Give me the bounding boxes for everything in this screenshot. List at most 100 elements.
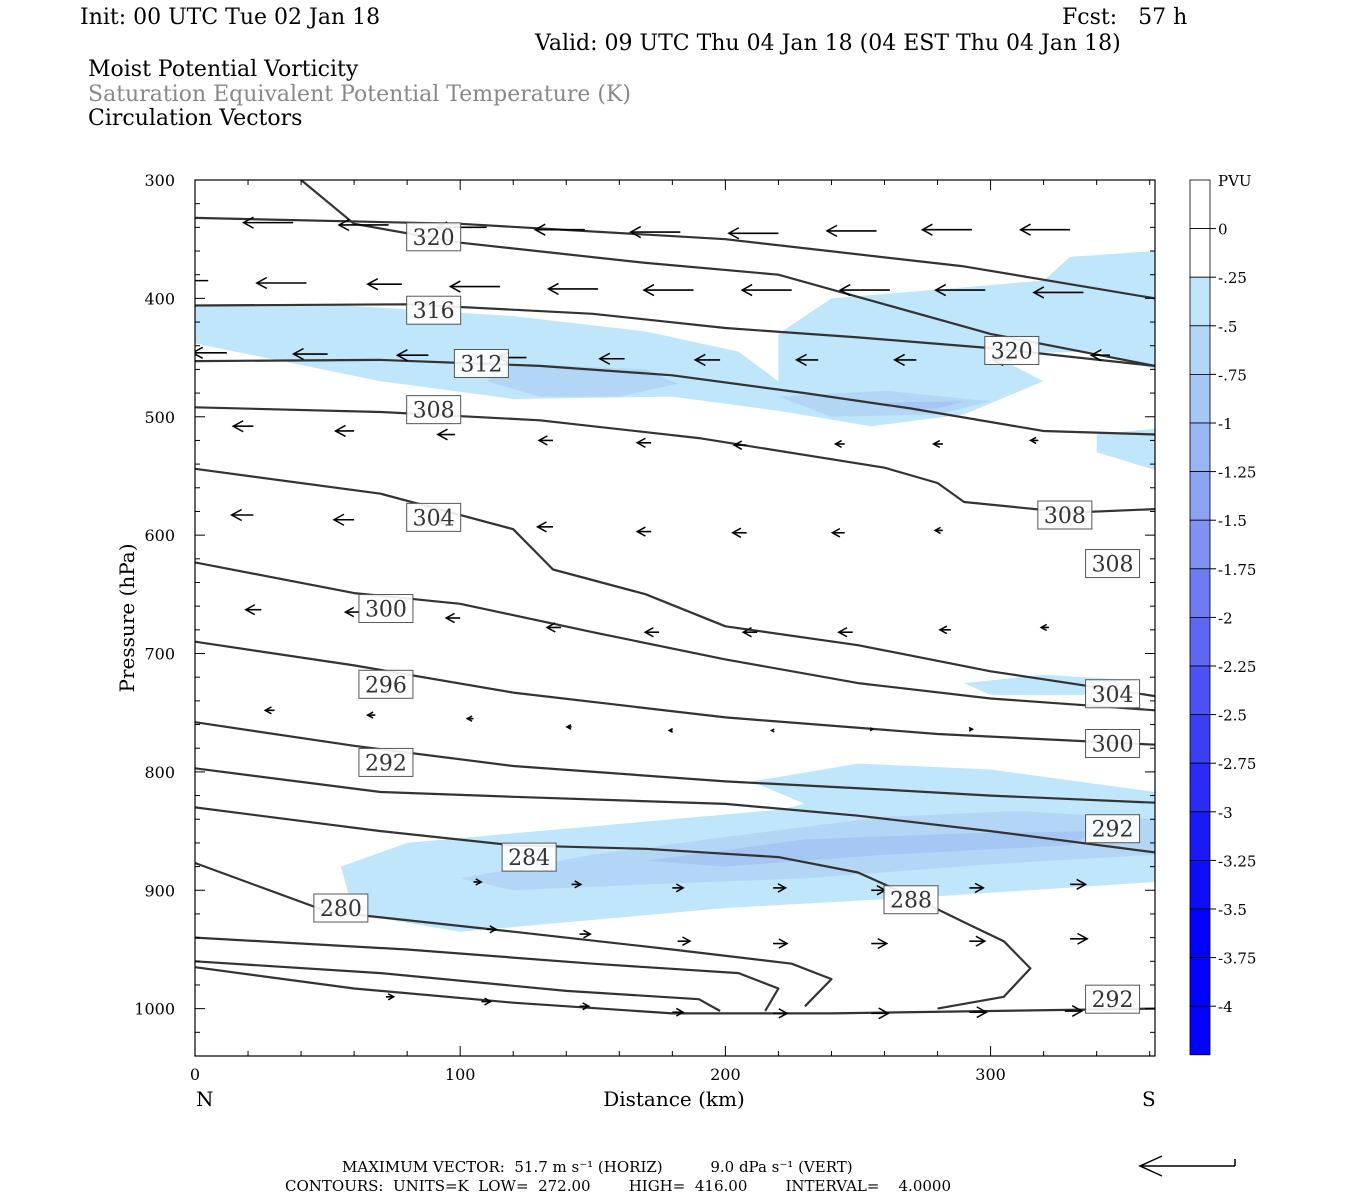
vector-12 [366, 278, 402, 291]
vector-43 [635, 526, 652, 537]
colorbar-label-13: -3.25 [1218, 852, 1256, 870]
svg-text:304: 304 [1092, 683, 1134, 708]
title-theta-es: Saturation Equivalent Potential Temperat… [88, 82, 631, 107]
vector-13 [448, 280, 500, 293]
vector-58 [465, 715, 474, 722]
svg-text:316: 316 [413, 299, 455, 324]
y-tick-400: 400 [144, 289, 175, 308]
colorbar-swatch-17 [1189, 1005, 1211, 1056]
vector-59 [565, 724, 572, 730]
contour-label-308-12: 308 [1085, 549, 1141, 579]
x-tick-100: 100 [445, 1065, 476, 1084]
vector-42 [535, 521, 554, 533]
pv-region-2 [964, 674, 1124, 695]
colorbar-label-9: -2.25 [1218, 658, 1256, 676]
pv-region-1 [1096, 428, 1155, 470]
svg-text:300: 300 [365, 598, 407, 623]
vector-74 [773, 938, 789, 949]
svg-text:320: 320 [991, 339, 1033, 364]
contour-label-284-8: 284 [501, 842, 557, 872]
vector-9 [1018, 223, 1071, 236]
colorbar-swatch-14 [1189, 860, 1211, 910]
colorbar-swatch-0 [1189, 179, 1211, 229]
colorbar-label-7: -1.75 [1218, 561, 1256, 579]
contour-label-296-6: 296 [358, 669, 414, 699]
vector-16 [740, 283, 792, 297]
vector-25 [693, 353, 721, 367]
contour-284-10 [195, 806, 1032, 1010]
y-tick-500: 500 [144, 408, 175, 427]
colorbar-swatch-3 [1189, 325, 1211, 375]
contour-label-316-1: 316 [406, 295, 462, 325]
contour-label-292-15: 292 [1085, 814, 1141, 844]
vector-30 [231, 420, 254, 433]
vector-2 [337, 218, 389, 232]
vector-14 [546, 282, 599, 296]
vector-36 [833, 439, 845, 449]
svg-text:312: 312 [460, 352, 502, 377]
vector-15 [642, 283, 694, 297]
svg-text:292: 292 [365, 751, 407, 776]
contour-label-304-4: 304 [406, 502, 462, 532]
vector-79 [481, 997, 493, 1006]
vector-1 [241, 216, 294, 229]
y-tick-300: 300 [144, 171, 175, 190]
plot-frame [194, 179, 1156, 1057]
svg-text:308: 308 [413, 399, 455, 424]
svg-text:308: 308 [1044, 504, 1086, 529]
contour-320-0 [195, 216, 1155, 300]
colorbar-swatch-12 [1189, 762, 1211, 813]
vector-47 [244, 604, 262, 616]
vector-61 [770, 728, 775, 733]
contour-label-292-17: 292 [1085, 984, 1141, 1014]
contour-label-288-16: 288 [883, 885, 939, 915]
colorbar-swatch-11 [1189, 714, 1211, 764]
vector-49 [444, 612, 461, 624]
vector-77 [1070, 932, 1089, 945]
colorbar-swatch-4 [1189, 373, 1211, 424]
vector-85 [1064, 1005, 1084, 1017]
x-end-label-north: N [196, 1087, 214, 1111]
svg-text:288: 288 [890, 889, 932, 914]
svg-text:292: 292 [1092, 988, 1134, 1013]
colorbar-unit: PVU [1218, 172, 1252, 190]
contour-308-4 [195, 406, 1155, 514]
valid-time: Valid: 09 UTC Thu 04 Jan 18 (04 EST Thu … [535, 31, 1121, 56]
colorbar-label-11: -2.75 [1218, 755, 1256, 773]
vector-44 [731, 527, 747, 538]
x-tick-300: 300 [975, 1065, 1006, 1084]
colorbar-swatch-9 [1189, 617, 1211, 667]
vector-45 [830, 527, 845, 538]
vector-39 [230, 508, 254, 522]
vector-52 [741, 626, 758, 638]
y-tick-900: 900 [144, 881, 175, 900]
vector-22 [395, 349, 429, 362]
vector-5 [629, 225, 681, 239]
vector-73 [677, 936, 692, 946]
vector-35 [732, 440, 747, 450]
y-tick-800: 800 [144, 763, 175, 782]
vector-63 [968, 726, 975, 732]
vector-64 [473, 878, 483, 886]
vector-10 [195, 279, 209, 282]
colorbar-swatch-7 [1189, 519, 1211, 570]
contour-288-9 [195, 767, 1155, 854]
x-tick-200: 200 [710, 1065, 741, 1084]
contour-label-320-10: 320 [984, 335, 1040, 365]
vector-75 [871, 937, 889, 950]
vector-78 [385, 993, 396, 1001]
vector-38 [1029, 436, 1039, 445]
contour-label-312-2: 312 [453, 348, 509, 378]
vector-54 [938, 625, 951, 635]
colorbar-swatch-10 [1189, 665, 1211, 715]
vector-80 [579, 1002, 591, 1011]
colorbar-swatch-13 [1189, 811, 1211, 861]
vector-83 [871, 1007, 890, 1020]
colorbar-label-3: -.75 [1218, 366, 1247, 384]
vector-20 [195, 346, 227, 359]
vector-18 [934, 283, 986, 297]
x-tick-0: 0 [190, 1065, 200, 1084]
vector-51 [643, 626, 660, 638]
colorbar: 0 -.25 -.5 -.75 -1 -1.25 -1.5 -1.75 -2 -2.25 -2.5 -… [1189, 179, 1256, 1056]
colorbar-swatch-8 [1189, 568, 1211, 618]
